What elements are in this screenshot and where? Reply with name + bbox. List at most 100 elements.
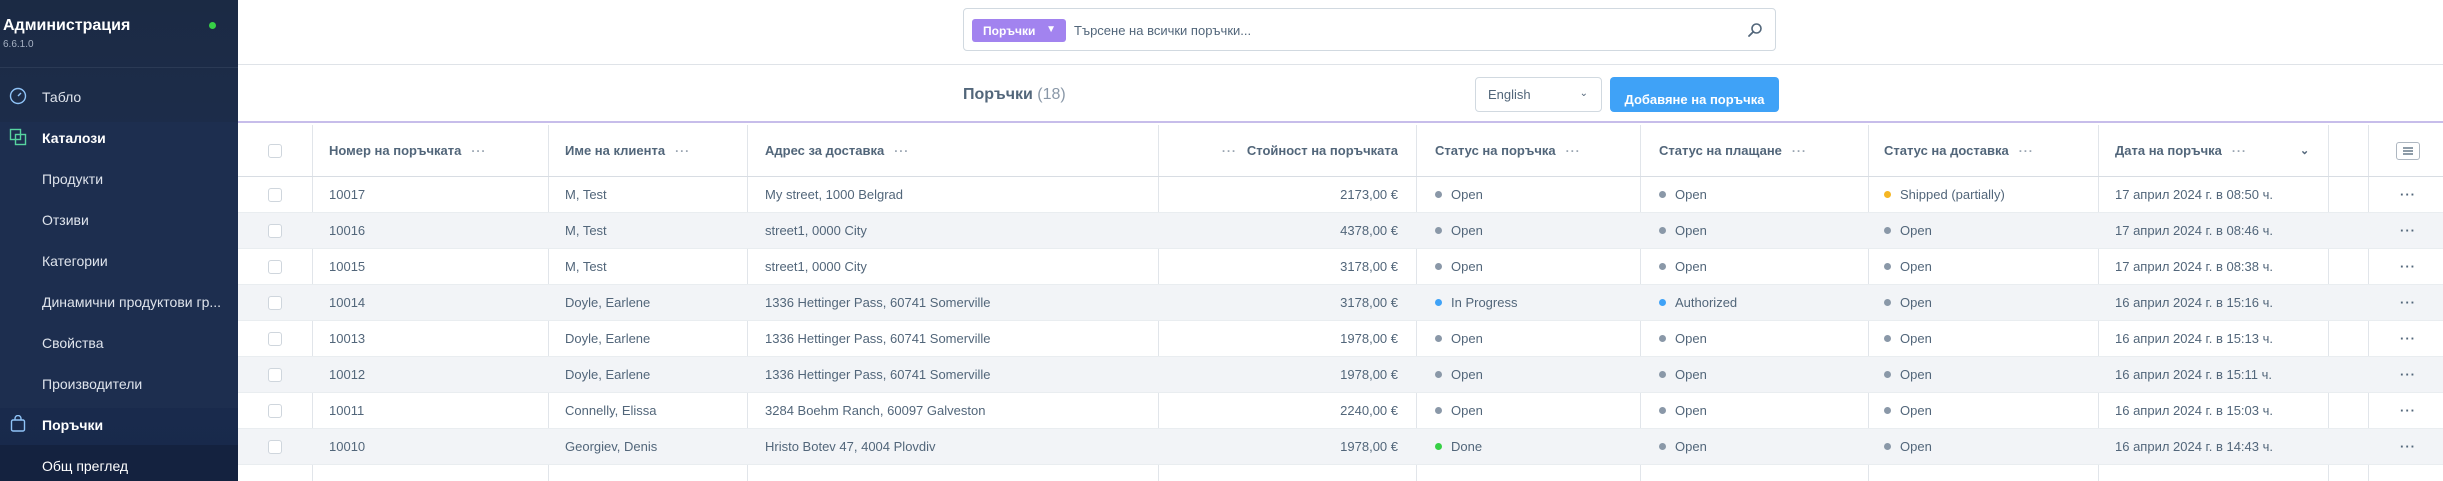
column-header-label: Номер на поръчката: [329, 143, 462, 158]
table-row[interactable]: 10017 M, Test My street, 1000 Belgrad 2173,…: [238, 177, 2443, 213]
sidebar-item-0[interactable]: Табло: [0, 76, 238, 117]
cell-value: Open: [1451, 403, 1483, 418]
cell-number[interactable]: 10010: [329, 429, 365, 464]
row-actions-icon[interactable]: ···: [2400, 295, 2416, 310]
cell-value: Done: [1451, 439, 1483, 454]
cell-value: 17 април 2024 г. в 08:38 ч.: [2115, 259, 2273, 274]
table-row[interactable]: 10012 Doyle, Earlene 1336 Hettinger Pass, …: [238, 357, 2443, 393]
sort-descending-icon[interactable]: ⌄: [2300, 145, 2310, 157]
column-header-5[interactable]: Статус на плащане ···: [1659, 125, 1807, 176]
cell-number[interactable]: 10014: [329, 285, 365, 320]
table-row[interactable]: 10013 Doyle, Earlene 1336 Hettinger Pass, …: [238, 321, 2443, 357]
column-header-1[interactable]: Име на клиента ···: [565, 125, 690, 176]
search-type-dropdown[interactable]: Поръчки ▼: [972, 19, 1066, 42]
page-title-text: Поръчки: [963, 86, 1033, 103]
sidebar-item-9[interactable]: Общ преглед: [0, 445, 238, 481]
cell-value: Open: [1675, 259, 1707, 274]
cell-value: Shipped (partially): [1900, 187, 2005, 202]
cell-order-status: Open: [1435, 177, 1483, 212]
row-checkbox[interactable]: [268, 439, 282, 454]
column-header-2[interactable]: Адрес за доставка ···: [765, 125, 909, 176]
table-row[interactable]: 10014 Doyle, Earlene 1336 Hettinger Pass, …: [238, 285, 2443, 321]
cell-number[interactable]: 10017: [329, 177, 365, 212]
row-checkbox[interactable]: [268, 403, 282, 418]
cell-value: 1336 Hettinger Pass, 60741 Somerville: [765, 331, 991, 346]
sidebar-item-6[interactable]: Свойства: [0, 322, 238, 363]
status-dot: [1435, 263, 1442, 270]
cell-delivery-status: Open: [1884, 429, 1932, 464]
status-dot: [1435, 407, 1442, 414]
sidebar-item-7[interactable]: Производители: [0, 363, 238, 404]
row-actions-icon[interactable]: ···: [2400, 259, 2416, 274]
column-header-4[interactable]: Статус на поръчка ···: [1435, 125, 1581, 176]
column-menu-icon[interactable]: ···: [1221, 143, 1237, 158]
sidebar-item-4[interactable]: Категории: [0, 240, 238, 281]
column-menu-icon[interactable]: ···: [675, 143, 691, 158]
select-all-checkbox[interactable]: [268, 143, 282, 158]
column-menu-icon[interactable]: ···: [894, 143, 910, 158]
cell-number[interactable]: 10012: [329, 357, 365, 392]
add-order-button[interactable]: Добавяне на поръчка: [1610, 77, 1779, 112]
row-checkbox[interactable]: [268, 187, 282, 202]
row-actions-icon[interactable]: ···: [2400, 439, 2416, 454]
cell-delivery-status: Open: [1884, 393, 1932, 428]
cell-value: 10014: [329, 295, 366, 310]
cell-number[interactable]: 10016: [329, 213, 365, 248]
cell-payment-status: Authorized: [1659, 285, 1737, 320]
status-dot: [1435, 371, 1442, 378]
status-dot: [1659, 263, 1666, 270]
column-header-7[interactable]: Дата на поръчка ···: [2115, 125, 2247, 176]
sidebar-item-label: Продукти: [42, 170, 104, 187]
column-header-label: Статус на поръчка: [1435, 143, 1556, 158]
sidebar-item-5[interactable]: Динамични продуктови гр...: [0, 281, 238, 322]
row-checkbox[interactable]: [268, 367, 282, 382]
column-menu-icon[interactable]: ···: [2231, 143, 2247, 158]
sidebar-item-8[interactable]: Поръчки: [0, 404, 238, 445]
table-row[interactable]: 10015 M, Test street1, 0000 City 3178,00 € O…: [238, 249, 2443, 285]
row-checkbox[interactable]: [268, 223, 282, 238]
cell-value: Open: [1675, 403, 1707, 418]
cell-value: Authorized: [1675, 295, 1738, 310]
column-header-0[interactable]: Номер на поръчката ···: [329, 125, 486, 176]
cell-payment-status: Open: [1659, 177, 1707, 212]
search-icon[interactable]: [1747, 22, 1763, 38]
sidebar-item-label: Поръчки: [42, 416, 104, 433]
column-menu-icon[interactable]: ···: [471, 143, 487, 158]
cell-value: M, Test: [565, 223, 607, 238]
row-actions-icon[interactable]: ···: [2400, 403, 2416, 418]
sidebar-item-1[interactable]: Каталози: [0, 117, 238, 158]
table-row-partial: [238, 465, 2443, 481]
cell-number[interactable]: 10011: [329, 393, 364, 428]
search-input[interactable]: [1074, 19, 1724, 42]
table-row[interactable]: 10010 Georgiev, Denis Hristo Botev 47, 400…: [238, 429, 2443, 465]
cell-amount: 3178,00 €: [1158, 249, 1398, 284]
grid-settings-icon[interactable]: [2396, 141, 2420, 160]
column-menu-icon[interactable]: ···: [2018, 143, 2034, 158]
row-actions-icon[interactable]: ···: [2400, 331, 2416, 346]
row-checkbox[interactable]: [268, 295, 282, 310]
status-dot: [1435, 227, 1442, 234]
cell-order-status: Open: [1435, 321, 1483, 356]
row-actions-icon[interactable]: ···: [2400, 187, 2416, 202]
row-actions-icon[interactable]: ···: [2400, 367, 2416, 382]
column-menu-icon[interactable]: ···: [1565, 143, 1581, 158]
cell-value: Open: [1675, 367, 1707, 382]
row-actions-icon[interactable]: ···: [2400, 223, 2416, 238]
cell-value: 1978,00 €: [1340, 439, 1398, 454]
language-select[interactable]: English ⌄: [1475, 77, 1602, 112]
language-select-value: English: [1488, 87, 1531, 102]
sidebar-item-3[interactable]: Отзиви: [0, 199, 238, 240]
app-title: Администрация: [3, 17, 131, 34]
cell-number[interactable]: 10015: [329, 249, 365, 284]
column-menu-icon[interactable]: ···: [1791, 143, 1807, 158]
row-checkbox[interactable]: [268, 331, 282, 346]
column-header-3[interactable]: ··· Стойност на поръчката: [1158, 125, 1398, 176]
cell-number[interactable]: 10013: [329, 321, 365, 356]
cell-address: street1, 0000 City: [765, 213, 867, 248]
table-row[interactable]: 10011 Connelly, Elissa 3284 Boehm Ranch, 6…: [238, 393, 2443, 429]
status-dot: [1884, 191, 1891, 198]
row-checkbox[interactable]: [268, 259, 282, 274]
table-row[interactable]: 10016 M, Test street1, 0000 City 4378,00 € O…: [238, 213, 2443, 249]
sidebar-item-2[interactable]: Продукти: [0, 158, 238, 199]
column-header-6[interactable]: Статус на доставка ···: [1884, 125, 2034, 176]
